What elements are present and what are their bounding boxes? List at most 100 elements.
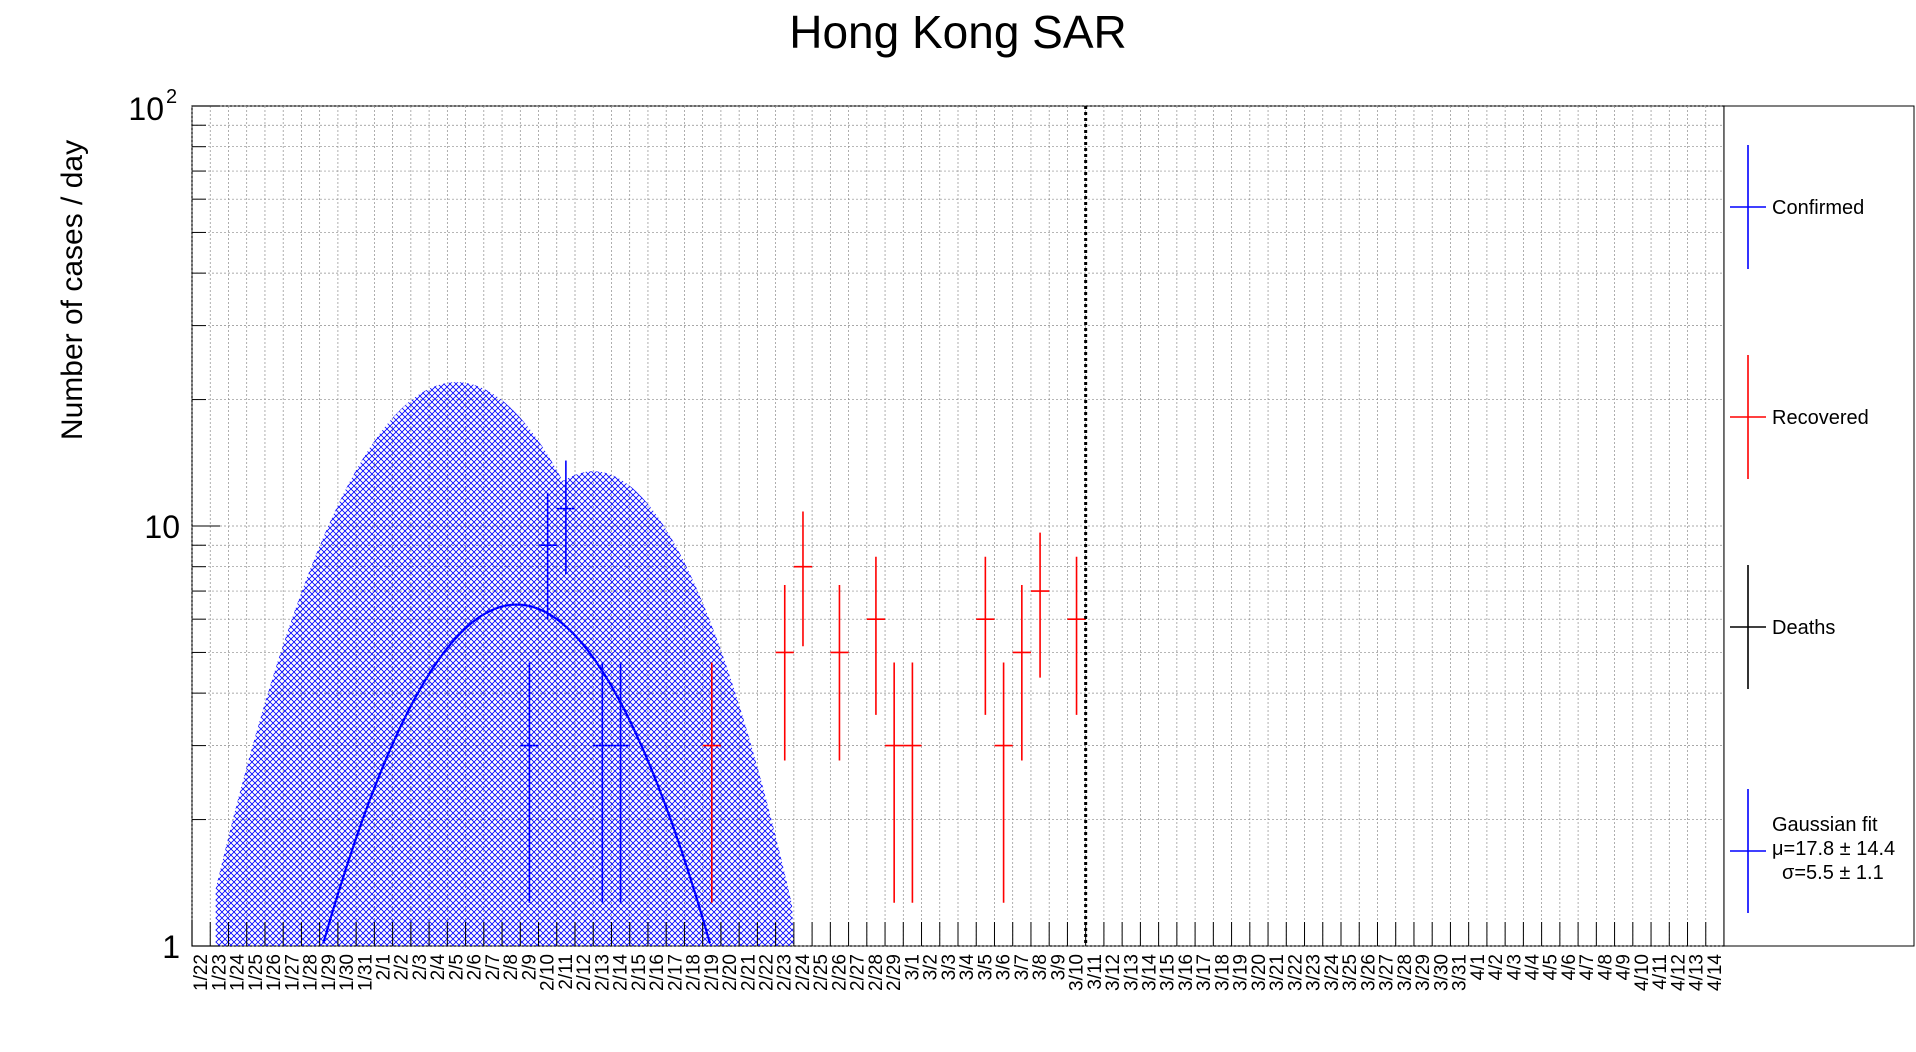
data-point-recovered <box>775 585 794 761</box>
svg-text:10: 10 <box>128 91 164 127</box>
x-tick-label: 3/17 <box>1194 954 1215 991</box>
x-tick-label: 2/19 <box>702 954 723 991</box>
x-tick-label: 2/4 <box>428 954 449 981</box>
x-tick-label: 1/31 <box>355 954 376 991</box>
x-tick-label: 3/1 <box>902 954 923 980</box>
x-tick-label: 1/27 <box>282 954 303 991</box>
x-tick-label: 4/10 <box>1632 954 1653 991</box>
x-tick-label: 4/12 <box>1668 954 1689 991</box>
legend-entry-confirmed: Confirmed <box>1730 145 1864 269</box>
x-tick-label: 2/24 <box>793 954 814 991</box>
x-tick-label: 3/11 <box>1085 954 1106 990</box>
x-tick-label: 2/2 <box>392 954 413 980</box>
x-tick-label: 2/22 <box>757 954 778 991</box>
x-tick-label: 3/9 <box>1048 954 1069 980</box>
x-tick-label: 3/15 <box>1158 954 1179 991</box>
x-tick-label: 2/23 <box>775 954 796 991</box>
x-tick-label: 1/22 <box>191 954 212 991</box>
x-tick-label: 3/12 <box>1103 954 1124 991</box>
x-tick-label: 2/5 <box>447 954 468 980</box>
data-point-recovered <box>903 662 922 903</box>
x-tick-label: 3/23 <box>1304 954 1325 991</box>
x-tick-label: 3/20 <box>1249 954 1270 991</box>
data-point-confirmed <box>538 492 557 620</box>
x-tick-label: 2/8 <box>501 954 522 980</box>
x-tick-label: 3/4 <box>957 954 978 981</box>
x-tick-label: 1/26 <box>264 954 285 991</box>
x-tick-label: 1/28 <box>301 954 322 991</box>
x-tick-label: 3/2 <box>921 954 942 980</box>
data-point-recovered <box>885 662 904 903</box>
x-tick-label: 3/27 <box>1377 954 1398 991</box>
x-tick-label: 4/6 <box>1559 954 1580 980</box>
x-tick-label: 2/6 <box>465 954 486 980</box>
x-tick-label: 2/18 <box>684 954 705 991</box>
x-tick-label: 3/8 <box>1030 954 1051 980</box>
data-point-recovered <box>793 511 813 647</box>
x-tick-label: 4/14 <box>1705 954 1726 991</box>
x-tick-label: 2/9 <box>519 954 540 980</box>
x-tick-label: 1/23 <box>209 954 230 991</box>
x-tick-label: 4/4 <box>1523 954 1544 981</box>
data-point-confirmed <box>611 662 630 903</box>
x-tick-label: 3/29 <box>1413 954 1434 991</box>
x-tick-label: 4/2 <box>1486 954 1507 980</box>
y-tick-label-10: 10 <box>144 509 180 545</box>
gaussian-fit-curve <box>322 603 712 944</box>
x-tick-label: 3/13 <box>1121 954 1142 991</box>
x-tick-label: 4/11 <box>1650 954 1671 990</box>
legend-entry-deaths: Deaths <box>1730 565 1835 689</box>
data-point-recovered <box>1030 532 1050 678</box>
x-tick-label: 1/25 <box>246 954 267 991</box>
data-point-recovered <box>994 662 1013 903</box>
x-tick-label: 2/17 <box>665 954 686 991</box>
legend-fit-sigma: σ=5.5 ± 1.1 <box>1782 862 1884 884</box>
svg-text:10: 10 <box>144 509 180 545</box>
x-tick-label: 3/5 <box>975 954 996 980</box>
fit-band-area <box>215 382 794 946</box>
legend-label: Gaussian fit <box>1772 814 1878 836</box>
data-point-confirmed <box>593 662 612 903</box>
x-tick-label: 1/29 <box>319 954 340 991</box>
x-tick-label: 3/7 <box>1012 954 1033 980</box>
x-tick-label: 2/16 <box>647 954 668 991</box>
legend-label: Confirmed <box>1772 197 1864 219</box>
y-tick-label-100: 10 2 <box>128 86 177 127</box>
axes <box>191 105 1725 947</box>
x-tick-label: 2/21 <box>738 954 759 991</box>
data-points <box>520 460 1086 903</box>
y-tick-label-1: 1 <box>162 929 180 965</box>
legend: Confirmed Recovered Deaths Gaussian fitμ=17… <box>1730 145 1895 913</box>
x-tick-label: 3/18 <box>1213 954 1234 991</box>
fit-curve <box>322 603 712 944</box>
x-tick-label: 3/30 <box>1431 954 1452 991</box>
x-tick-label: 2/7 <box>483 954 504 980</box>
x-tick-label: 2/29 <box>884 954 905 991</box>
x-tick-label: 4/7 <box>1577 954 1598 980</box>
x-tick-label: 3/25 <box>1340 954 1361 991</box>
x-tick-label: 2/11 <box>556 954 577 990</box>
x-tick-label: 2/27 <box>848 954 869 991</box>
x-tick-label: 4/13 <box>1687 954 1708 991</box>
data-point-confirmed <box>556 460 575 575</box>
x-tick-label: 3/16 <box>1176 954 1197 991</box>
x-tick-label: 3/31 <box>1450 954 1471 991</box>
x-tick-label: 3/19 <box>1231 954 1252 991</box>
x-tick-label: 2/14 <box>611 954 632 991</box>
y-axis-label: Number of cases / day <box>56 140 89 440</box>
data-point-recovered <box>1067 556 1086 715</box>
x-tick-label: 2/13 <box>592 954 613 991</box>
x-tick-label: 3/10 <box>1067 954 1088 991</box>
legend-entry-recovered: Recovered <box>1730 355 1869 479</box>
data-point-recovered <box>866 556 886 715</box>
data-point-recovered <box>1012 585 1031 761</box>
x-tick-label: 2/3 <box>410 954 431 980</box>
x-tick-label: 3/21 <box>1267 954 1288 991</box>
x-tick-label: 1/24 <box>228 954 249 991</box>
x-tick-label: 2/1 <box>374 954 395 980</box>
legend-box <box>1723 105 1915 947</box>
x-tick-label: 4/8 <box>1596 954 1617 980</box>
x-tick-label: 2/26 <box>830 954 851 991</box>
svg-text:2: 2 <box>166 86 177 108</box>
